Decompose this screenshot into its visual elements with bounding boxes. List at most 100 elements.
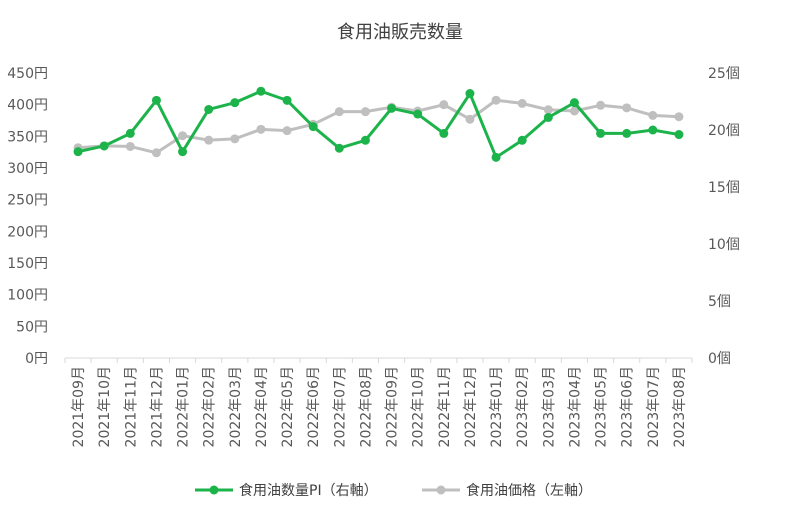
x-axis-tick-label: 2022年07月 [332, 366, 348, 447]
series-line [77, 89, 680, 159]
data-point [178, 131, 188, 141]
x-axis-tick-label: 2021年11月 [123, 366, 139, 447]
x-axis-ticks [64, 358, 693, 363]
data-point [439, 100, 449, 110]
legend-swatch-marker [436, 485, 446, 495]
x-axis-tick-label: 2022年06月 [306, 366, 322, 447]
right-axis-tick-label: 25個 [708, 66, 740, 82]
data-point [465, 89, 475, 99]
left-axis-tick-label: 250円 [7, 193, 48, 209]
x-axis-tick-label: 2021年09月 [71, 366, 87, 447]
data-point [517, 135, 527, 145]
x-axis-tick-label: 2022年12月 [463, 366, 479, 447]
data-point [543, 112, 553, 122]
left-axis-tick-label: 200円 [7, 224, 48, 240]
x-axis-tick-label: 2022年10月 [411, 366, 427, 447]
legend-label: 食用油価格（左軸） [466, 482, 592, 499]
x-axis-tick-label: 2021年10月 [97, 366, 113, 447]
right-axis-tick-labels: 0個 5個 10個 15個 20個 25個 [708, 66, 740, 367]
x-axis-tick-label: 2022年02月 [202, 366, 218, 447]
data-point [622, 128, 632, 138]
data-point [491, 152, 501, 162]
left-axis-tick-label: 150円 [7, 256, 48, 272]
data-point [230, 134, 240, 144]
left-axis-tick-label: 400円 [7, 98, 48, 114]
x-axis-tick-label: 2023年01月 [489, 366, 505, 447]
left-axis-tick-labels: 0円 50円 100円 150円 200円 250円 300円 350円 400円 450円 [7, 66, 48, 367]
data-point [151, 148, 161, 158]
data-point [334, 143, 344, 153]
x-axis-tick-label: 2023年03月 [541, 366, 557, 447]
right-axis-tick-label: 20個 [708, 123, 740, 139]
data-point [282, 95, 292, 105]
x-axis-tick-labels: 2021年09月 2021年10月 2021年11月 2021年12月 2022年01月… [71, 366, 688, 447]
data-point [569, 98, 579, 108]
data-point [360, 107, 370, 117]
data-point [543, 105, 553, 115]
x-axis-tick-label: 2022年08月 [358, 366, 374, 447]
data-point [360, 135, 370, 145]
data-point [648, 125, 658, 135]
data-point [256, 86, 266, 96]
data-point [465, 114, 475, 124]
x-axis-tick-label: 2023年07月 [646, 366, 662, 447]
data-point [517, 98, 527, 108]
chart-title: 食用油販売数量 [337, 22, 463, 43]
data-point [73, 147, 83, 157]
series-layer [73, 86, 684, 162]
x-axis-tick-label: 2023年05月 [594, 366, 610, 447]
x-axis-tick-label: 2023年08月 [672, 366, 688, 447]
left-axis-tick-label: 0円 [25, 351, 48, 367]
data-point [125, 128, 135, 138]
right-axis-tick-label: 5個 [708, 294, 731, 310]
data-point [622, 103, 632, 113]
x-axis-tick-label: 2022年04月 [254, 366, 270, 447]
data-point [282, 126, 292, 136]
data-point [674, 112, 684, 122]
data-point [596, 100, 606, 110]
legend-item: 食用油価格（左軸） [422, 482, 592, 499]
data-point [334, 107, 344, 117]
data-point [308, 122, 318, 132]
x-axis-tick-label: 2022年11月 [437, 366, 453, 447]
x-axis-tick-label: 2021年12月 [149, 366, 165, 447]
data-point [204, 104, 214, 114]
data-point [230, 98, 240, 108]
x-axis-tick-label: 2023年06月 [620, 366, 636, 447]
data-point [596, 128, 606, 138]
left-axis-tick-label: 350円 [7, 129, 48, 145]
legend-item: 食用油数量PI（右軸） [195, 482, 378, 499]
data-point [387, 103, 397, 113]
x-axis-tick-label: 2022年09月 [385, 366, 401, 447]
data-point [178, 147, 188, 157]
x-axis-tick-label: 2022年03月 [228, 366, 244, 447]
left-axis-tick-label: 50円 [16, 319, 48, 335]
x-axis-tick-label: 2023年04月 [567, 366, 583, 447]
data-point [569, 106, 579, 116]
left-axis-tick-label: 300円 [7, 161, 48, 177]
data-point [439, 128, 449, 138]
data-point [151, 95, 161, 105]
data-point [204, 135, 214, 145]
right-axis-tick-label: 0個 [708, 351, 731, 367]
left-axis-tick-label: 450円 [7, 66, 48, 82]
data-point [99, 141, 109, 151]
data-point [648, 110, 658, 120]
right-axis-tick-label: 10個 [708, 237, 740, 253]
left-axis-tick-label: 100円 [7, 288, 48, 304]
data-point [256, 124, 266, 134]
data-point [491, 95, 501, 105]
x-axis-tick-label: 2023年02月 [515, 366, 531, 447]
series-volume-pi [73, 86, 684, 162]
data-point [125, 141, 135, 151]
x-axis-tick-label: 2022年05月 [280, 366, 296, 447]
data-point [413, 109, 423, 119]
data-point [674, 130, 684, 140]
legend: 食用油数量PI（右軸） 食用油価格（左軸） [195, 482, 592, 499]
right-axis-tick-label: 15個 [708, 180, 740, 196]
legend-label: 食用油数量PI（右軸） [239, 482, 378, 499]
legend-swatch-marker [209, 485, 219, 495]
x-axis-tick-label: 2022年01月 [176, 366, 192, 447]
